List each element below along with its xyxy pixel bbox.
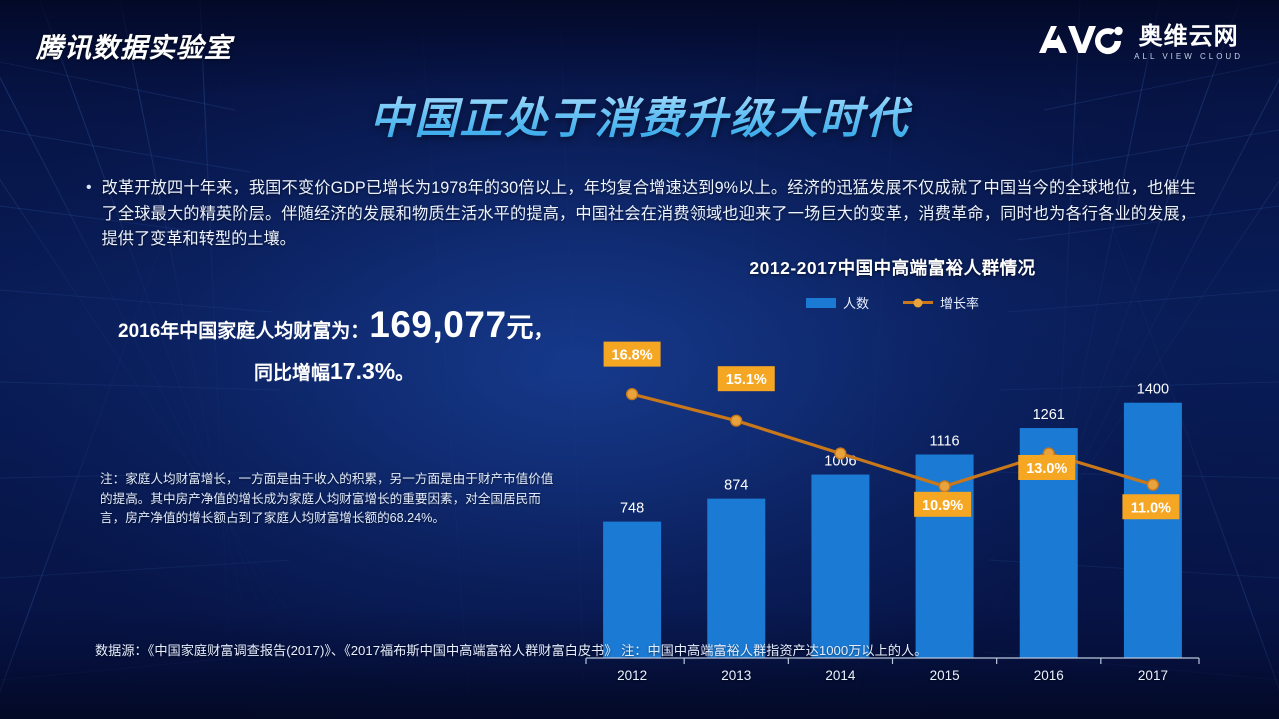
wealth-stat-unit: 元 — [506, 313, 534, 343]
x-label-5: 2017 — [1137, 668, 1168, 683]
wealth-stat-label: 2016年中国家庭人均财富为： — [118, 321, 370, 342]
wealth-note: 注：家庭人均财富增长，一方面是由于收入的积累，另一方面是由于财产市值价值的提高。… — [100, 472, 554, 526]
legend-bar-swatch-icon — [805, 297, 836, 308]
chart-container: 2012-2017中国中高端富裕人群情况 人数 增长率 748 874 1006 11… — [580, 255, 1205, 683]
bar-value-label: 874 — [724, 478, 748, 494]
chart-svg: 748874100611161261140016.8%15.1%10.9%13.… — [585, 341, 1200, 664]
x-label-2: 2014 — [825, 668, 856, 683]
chart-bar — [1123, 402, 1182, 658]
chart-title: 2012-2017中国中高端富裕人群情况 — [749, 258, 1036, 278]
growth-rate-label-box — [717, 366, 775, 392]
growth-rate-point — [938, 480, 951, 493]
wealth-stat-value: 169,077 — [369, 304, 507, 345]
avc-mark-icon — [1039, 26, 1123, 55]
wealth-stat-line: 2016年中国家庭人均财富为：169,077元， — [118, 304, 588, 346]
chart-plot-area: 748 874 1006 1116 1261 1400 16.8% 15.1% 10.9% 13.… — [580, 330, 1205, 683]
legend-item-line: 增长率 — [903, 293, 979, 312]
growth-rate-point — [730, 414, 743, 427]
growth-rate-label: 13.0% — [1026, 461, 1067, 477]
avc-logo-en: ALL VIEW CLOUD — [1134, 52, 1243, 62]
growth-stat-line: 同比增幅17.3%。 — [254, 358, 414, 385]
growth-rate-point — [834, 447, 847, 460]
legend-line-swatch-icon — [903, 301, 933, 304]
wealth-stat-comma: ， — [533, 320, 554, 342]
growth-stat-label: 同比增幅 — [254, 363, 331, 384]
growth-rate-label: 15.1% — [726, 372, 767, 388]
growth-rate-label: 11.0% — [1131, 500, 1171, 516]
chart-bar — [707, 498, 766, 658]
growth-stat-period: 。 — [395, 363, 415, 384]
legend-bar-label: 人数 — [842, 296, 869, 311]
chart-bar — [811, 474, 870, 658]
source-footnote: 数据源：《中国家庭财富调查报告(2017)》、《2017福布斯中国中高端富裕人群… — [95, 643, 928, 658]
x-label-3: 2015 — [929, 668, 960, 683]
growth-rate-label: 10.9% — [922, 498, 963, 514]
header-gradient-overlay — [0, 0, 1279, 95]
intro-paragraph: 改革开放四十年来，我国不变价GDP已增长为1978年的30倍以上，年均复合增速达… — [101, 179, 1196, 249]
x-label-4: 2016 — [1033, 668, 1064, 683]
x-label-0: 2012 — [617, 668, 648, 683]
avc-logo-cn: 奥维云网 — [1138, 23, 1239, 50]
avc-wordmark — [1037, 24, 1125, 55]
growth-rate-label-box — [914, 491, 972, 517]
growth-rate-label-box — [1122, 494, 1180, 520]
legend-line-label: 增长率 — [940, 296, 980, 311]
growth-rate-point — [1146, 478, 1160, 491]
intro-paragraph-block: • 改革开放四十年来，我国不变价GDP已增长为1978年的30倍以上，年均复合增… — [86, 176, 1196, 253]
page-title: 中国正处于消费升级大时代 — [0, 84, 1279, 146]
legend-item-bar: 人数 — [805, 293, 869, 312]
bullet-icon: • — [86, 179, 92, 196]
bar-value-label: 748 — [620, 501, 644, 517]
growth-rate-label-box — [1018, 455, 1076, 480]
brand-title: 腾讯数据实验室 — [36, 33, 232, 63]
bar-value-label: 1261 — [1033, 407, 1065, 423]
growth-stat-value: 17.3% — [330, 358, 396, 384]
chart-bar — [603, 521, 662, 658]
bar-value-label: 1116 — [930, 433, 960, 449]
growth-rate-label-box — [603, 341, 661, 367]
x-label-1: 2013 — [721, 668, 752, 683]
growth-rate-label: 16.8% — [612, 348, 653, 364]
avc-logo: 奥维云网 ALL VIEW CLOUD — [1037, 24, 1243, 61]
chart-legend: 人数 增长率 — [580, 293, 1205, 312]
growth-rate-point — [625, 388, 639, 401]
bar-value-label: 1400 — [1137, 382, 1169, 398]
chart-x-axis-labels: 2012 2013 2014 2015 2016 2017 — [580, 668, 1205, 683]
